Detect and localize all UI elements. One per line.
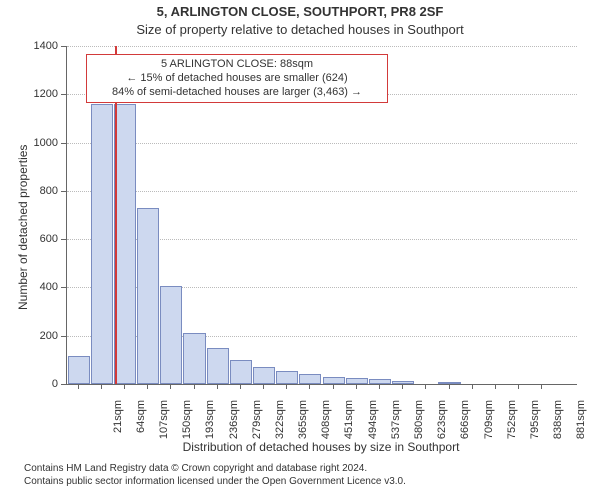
y-tick-mark: [61, 143, 66, 144]
x-tick-mark: [472, 384, 473, 389]
x-tick-mark: [425, 384, 426, 389]
x-tick-label: 752sqm: [506, 400, 518, 450]
x-tick-mark: [379, 384, 380, 389]
grid-line: [67, 143, 577, 144]
x-tick-mark: [124, 384, 125, 389]
annotation-line: 5 ARLINGTON CLOSE: 88sqm: [93, 58, 381, 72]
x-tick-mark: [333, 384, 334, 389]
y-tick-mark: [61, 336, 66, 337]
x-tick-mark: [147, 384, 148, 389]
annotation-line: 84% of semi-detached houses are larger (…: [93, 86, 381, 100]
x-tick-label: 21sqm: [112, 400, 124, 450]
y-tick-label: 1000: [0, 137, 58, 149]
x-tick-label: 64sqm: [135, 400, 147, 450]
histogram-bar: [68, 356, 90, 384]
histogram-bar: [392, 381, 414, 384]
x-tick-label: 494sqm: [367, 400, 379, 450]
histogram-bar: [323, 377, 345, 384]
x-tick-label: 580sqm: [413, 400, 425, 450]
x-tick-label: 365sqm: [297, 400, 309, 450]
attribution-line: Contains HM Land Registry data © Crown c…: [24, 462, 592, 475]
histogram-bar: [299, 374, 321, 384]
y-tick-label: 1400: [0, 40, 58, 52]
grid-line: [67, 46, 577, 47]
y-tick-label: 800: [0, 185, 58, 197]
annotation-line: ← 15% of detached houses are smaller (62…: [93, 72, 381, 86]
y-tick-mark: [61, 191, 66, 192]
histogram-bar: [91, 104, 113, 384]
x-tick-label: 537sqm: [390, 400, 402, 450]
x-tick-label: 236sqm: [228, 400, 240, 450]
y-tick-label: 0: [0, 378, 58, 390]
x-tick-label: 451sqm: [343, 400, 355, 450]
x-tick-mark: [170, 384, 171, 389]
x-tick-label: 623sqm: [436, 400, 448, 450]
y-tick-label: 400: [0, 281, 58, 293]
x-tick-mark: [217, 384, 218, 389]
x-tick-mark: [541, 384, 542, 389]
histogram-bar: [137, 208, 159, 384]
histogram-bar: [230, 360, 252, 384]
x-tick-mark: [495, 384, 496, 389]
chart-title-line1: 5, ARLINGTON CLOSE, SOUTHPORT, PR8 2SF: [0, 4, 600, 19]
chart-title-line2: Size of property relative to detached ho…: [0, 22, 600, 37]
histogram-bar: [276, 371, 298, 384]
x-tick-label: 279sqm: [251, 400, 263, 450]
x-tick-mark: [240, 384, 241, 389]
histogram-chart: 5, ARLINGTON CLOSE, SOUTHPORT, PR8 2SF S…: [0, 0, 600, 500]
histogram-bar: [207, 348, 229, 384]
y-tick-mark: [61, 239, 66, 240]
x-tick-mark: [402, 384, 403, 389]
x-tick-mark: [356, 384, 357, 389]
y-tick-mark: [61, 94, 66, 95]
histogram-bar: [253, 367, 275, 384]
x-tick-mark: [194, 384, 195, 389]
annotation-box: 5 ARLINGTON CLOSE: 88sqm ← 15% of detach…: [86, 54, 388, 103]
x-tick-label: 322sqm: [274, 400, 286, 450]
attribution-text: Contains HM Land Registry data © Crown c…: [24, 462, 592, 488]
x-tick-label: 881sqm: [575, 400, 587, 450]
x-tick-label: 408sqm: [320, 400, 332, 450]
x-tick-mark: [309, 384, 310, 389]
y-tick-label: 200: [0, 330, 58, 342]
histogram-bar: [160, 286, 182, 384]
y-tick-label: 600: [0, 233, 58, 245]
y-tick-label: 1200: [0, 88, 58, 100]
x-tick-mark: [78, 384, 79, 389]
x-tick-mark: [518, 384, 519, 389]
x-tick-label: 193sqm: [204, 400, 216, 450]
x-tick-label: 107sqm: [158, 400, 170, 450]
x-tick-mark: [286, 384, 287, 389]
x-tick-mark: [449, 384, 450, 389]
x-tick-label: 666sqm: [459, 400, 471, 450]
attribution-line: Contains public sector information licen…: [24, 475, 592, 488]
grid-line: [67, 191, 577, 192]
x-tick-mark: [101, 384, 102, 389]
y-tick-mark: [61, 287, 66, 288]
x-tick-mark: [263, 384, 264, 389]
x-tick-label: 795sqm: [529, 400, 541, 450]
x-tick-label: 838sqm: [552, 400, 564, 450]
x-tick-label: 709sqm: [483, 400, 495, 450]
x-tick-label: 150sqm: [181, 400, 193, 450]
histogram-bar: [114, 104, 136, 384]
y-tick-mark: [61, 46, 66, 47]
histogram-bar: [183, 333, 205, 384]
y-tick-mark: [61, 384, 66, 385]
